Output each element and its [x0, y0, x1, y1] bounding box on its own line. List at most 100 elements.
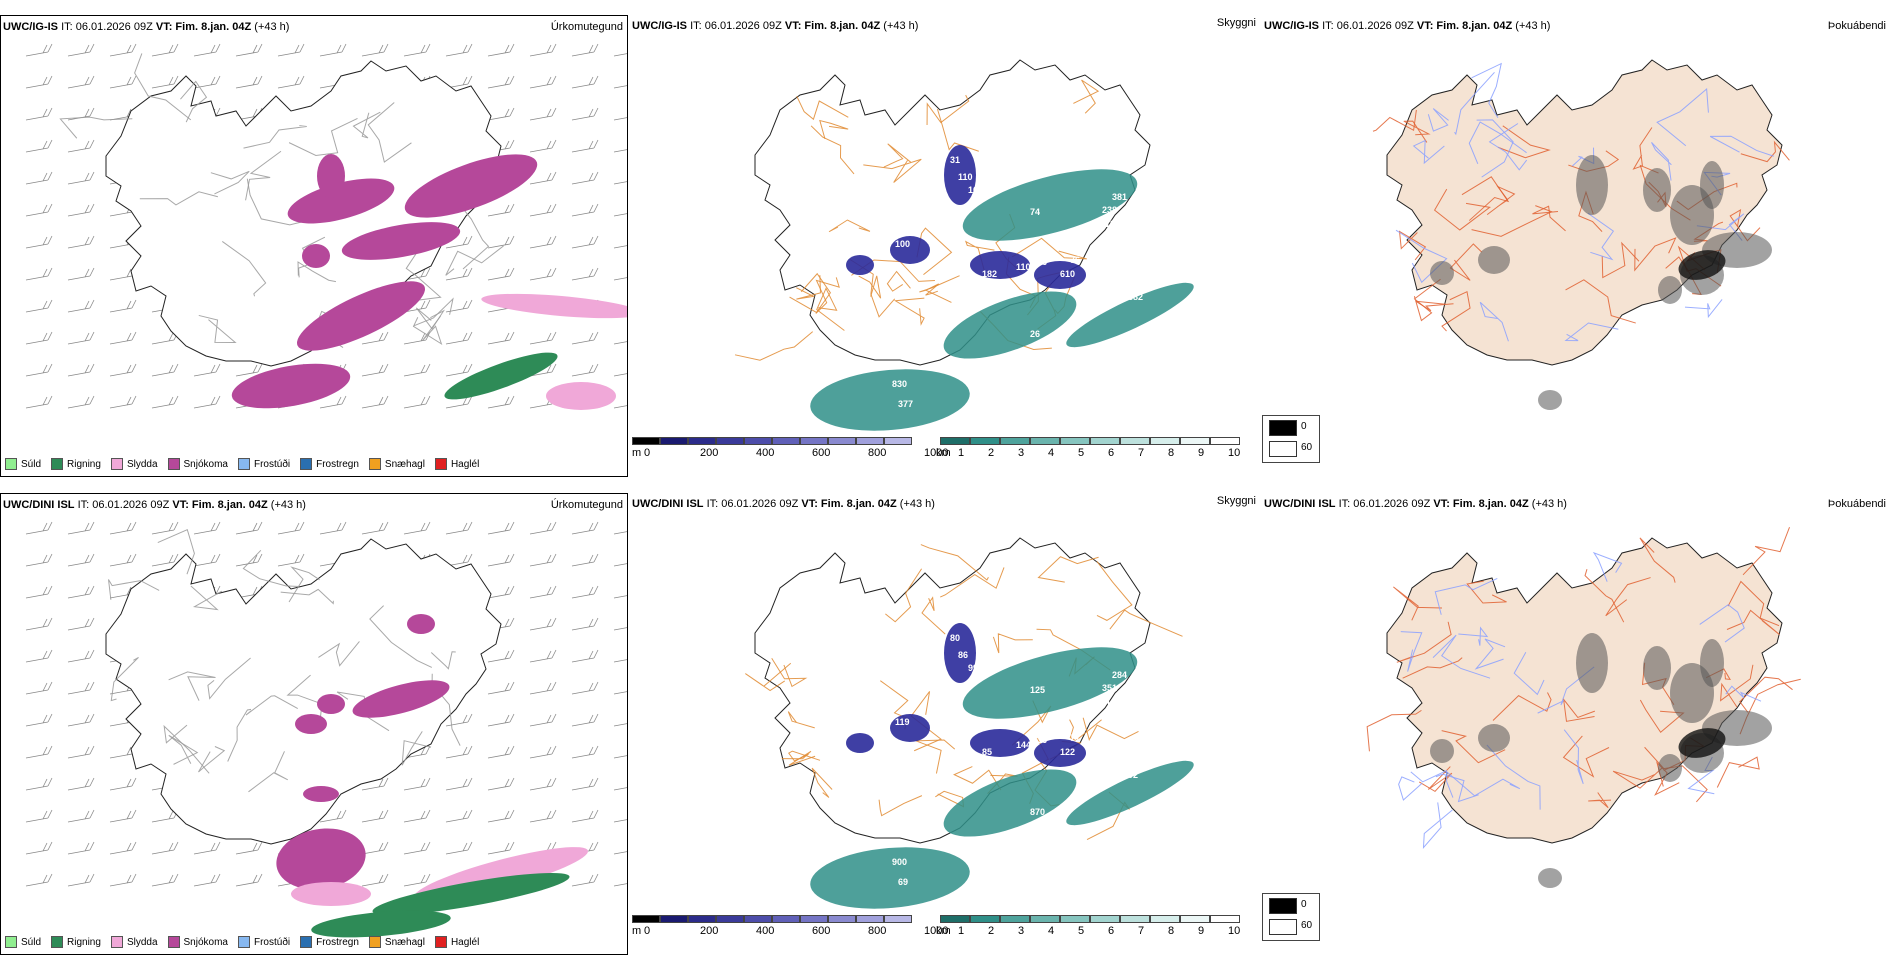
tick-label: 3 — [1018, 447, 1025, 459]
colorbar-segment — [632, 915, 660, 923]
ceiling-map: 31 110 116 165 74 71 100 110 182 166 76 610 208 90 10 2… — [734, 59, 1194, 431]
tick-label: 200 — [700, 925, 719, 937]
ceiling-label: 166 — [1032, 257, 1047, 267]
tick-label: 1000 — [924, 925, 949, 937]
legend-item: Súld — [5, 458, 41, 470]
legend-swatch — [300, 936, 313, 948]
colorbar-segment — [1060, 915, 1090, 923]
legend-label: Snjókoma — [183, 458, 228, 470]
colorbar-segment — [1210, 437, 1240, 445]
ceiling-label: 74 — [1030, 207, 1040, 217]
legend-swatch — [237, 936, 250, 948]
legend-swatch — [167, 458, 180, 470]
panel-name: Úrkomutegund — [550, 499, 623, 511]
legend-item: Súld — [5, 936, 41, 948]
legend-label: Haglél — [450, 458, 480, 470]
tick-label: 600 — [812, 447, 831, 459]
ceiling-label: 182 — [982, 269, 997, 279]
fog-legend: 0 60 — [1262, 893, 1320, 941]
tick-label: 10 — [1228, 925, 1241, 937]
tick-label: 800 — [868, 447, 887, 459]
tick-label: 5 — [1078, 925, 1085, 937]
ceiling-label: 110 — [958, 172, 973, 182]
colorbar-segment — [1030, 915, 1060, 923]
legend-item: Rigning — [51, 936, 101, 948]
colorbar-segment — [688, 437, 716, 445]
tick-label: 200 — [700, 447, 719, 459]
legend-label: Snæhagl — [384, 458, 425, 470]
ceiling-label: 22 — [1050, 837, 1060, 847]
ceiling-label: 136 — [1032, 735, 1047, 745]
colorbar-segment — [1120, 915, 1150, 923]
ceiling-label: 144 — [1016, 740, 1031, 750]
legend-label: Frostregn — [316, 936, 359, 948]
panel-title: UWC/DINI ISL IT: 06.01.2026 09Z VT: Fim.… — [1264, 498, 1567, 510]
tick-label: 7 — [1138, 925, 1145, 937]
legend-swatch — [5, 936, 17, 948]
legend-swatch — [110, 458, 123, 470]
tick-label: 6 — [1108, 447, 1115, 459]
ceiling-label: 73 — [1092, 735, 1102, 745]
unit-label: m — [632, 447, 642, 459]
tick-label: 1000 — [924, 447, 949, 459]
fog-legend-label: 60 — [1301, 920, 1313, 931]
colorbar-segment — [772, 915, 800, 923]
tick-label: 2 — [988, 447, 995, 459]
colorbar-segment — [940, 437, 970, 445]
ceiling-label: 610 — [1060, 269, 1075, 279]
panel-title: UWC/DINI ISL IT: 06.01.2026 09Z VT: Fim.… — [3, 499, 306, 511]
tick-label: 7 — [1138, 447, 1145, 459]
tick-label: 0 — [644, 925, 651, 937]
legend-item: Frostúði — [237, 936, 291, 948]
legend-item: Snæhagl — [368, 458, 425, 470]
ceiling-label: 100 — [895, 239, 910, 249]
ceiling-label: 110 — [1016, 262, 1031, 272]
legend-swatch — [434, 936, 447, 948]
legend-swatch — [51, 458, 64, 470]
fog-legend-label: 0 — [1301, 421, 1307, 432]
ceiling-label: 382 — [1128, 292, 1143, 302]
colorbar-segment — [772, 437, 800, 445]
colorbar-segment — [744, 915, 772, 923]
colorbar-segment — [688, 915, 716, 923]
ceiling-label: 89 — [960, 723, 970, 733]
legend-label: Snæhagl — [384, 936, 425, 948]
ceiling-label: 31 — [950, 155, 960, 165]
unit-label: km — [936, 925, 951, 937]
colorbar-segment — [1000, 915, 1030, 923]
legend-swatch — [237, 458, 250, 470]
precip-type-panel-top: UWC/IG-IS IT: 06.01.2026 09Z VT: Fim. 8.… — [0, 15, 628, 477]
tick-label: 1 — [958, 447, 965, 459]
ceiling-label: 208 — [1092, 257, 1107, 267]
fog-legend: 0 60 — [1262, 415, 1320, 463]
colorbar-segment — [1090, 915, 1120, 923]
colorbar-segment — [1120, 437, 1150, 445]
ceiling-label: 831 — [1050, 359, 1065, 369]
legend-label: Slydda — [126, 458, 158, 470]
unit-label: km — [936, 447, 951, 459]
ceiling-label: 952 — [1100, 748, 1115, 758]
ceiling-label: 69 — [898, 877, 908, 887]
colorbar-segment — [856, 437, 884, 445]
tick-label: 1 — [958, 925, 965, 937]
legend-item: Haglél — [434, 458, 480, 470]
ceiling-label: 284 — [1112, 670, 1127, 680]
ceiling-label: 85 — [982, 747, 992, 757]
colorbar-segment — [1180, 437, 1210, 445]
ceiling-label: 86 — [958, 650, 968, 660]
legend-label: Frostúði — [253, 936, 291, 948]
legend-item: Snæhagl — [368, 936, 425, 948]
colorbar-segment — [884, 915, 912, 923]
colorbar-segment — [716, 437, 744, 445]
legend-item: Rigning — [51, 458, 101, 470]
legend-label: Súld — [21, 936, 42, 948]
colorbar-segment — [660, 437, 688, 445]
panel-title: UWC/DINI ISL IT: 06.01.2026 09Z VT: Fim.… — [632, 498, 935, 510]
ceiling-label: 351 — [1102, 683, 1117, 693]
colorbar-segment — [716, 915, 744, 923]
panel-title: UWC/IG-IS IT: 06.01.2026 09Z VT: Fim. 8.… — [632, 20, 919, 32]
ceiling-map: 80 86 73 99 125 89 119 144 85 136 71 122 73 952 88 85 92… — [745, 537, 1194, 909]
ceiling-label: 90 — [1100, 270, 1110, 280]
legend-swatch — [51, 936, 64, 948]
ceiling-label: 80 — [950, 633, 960, 643]
